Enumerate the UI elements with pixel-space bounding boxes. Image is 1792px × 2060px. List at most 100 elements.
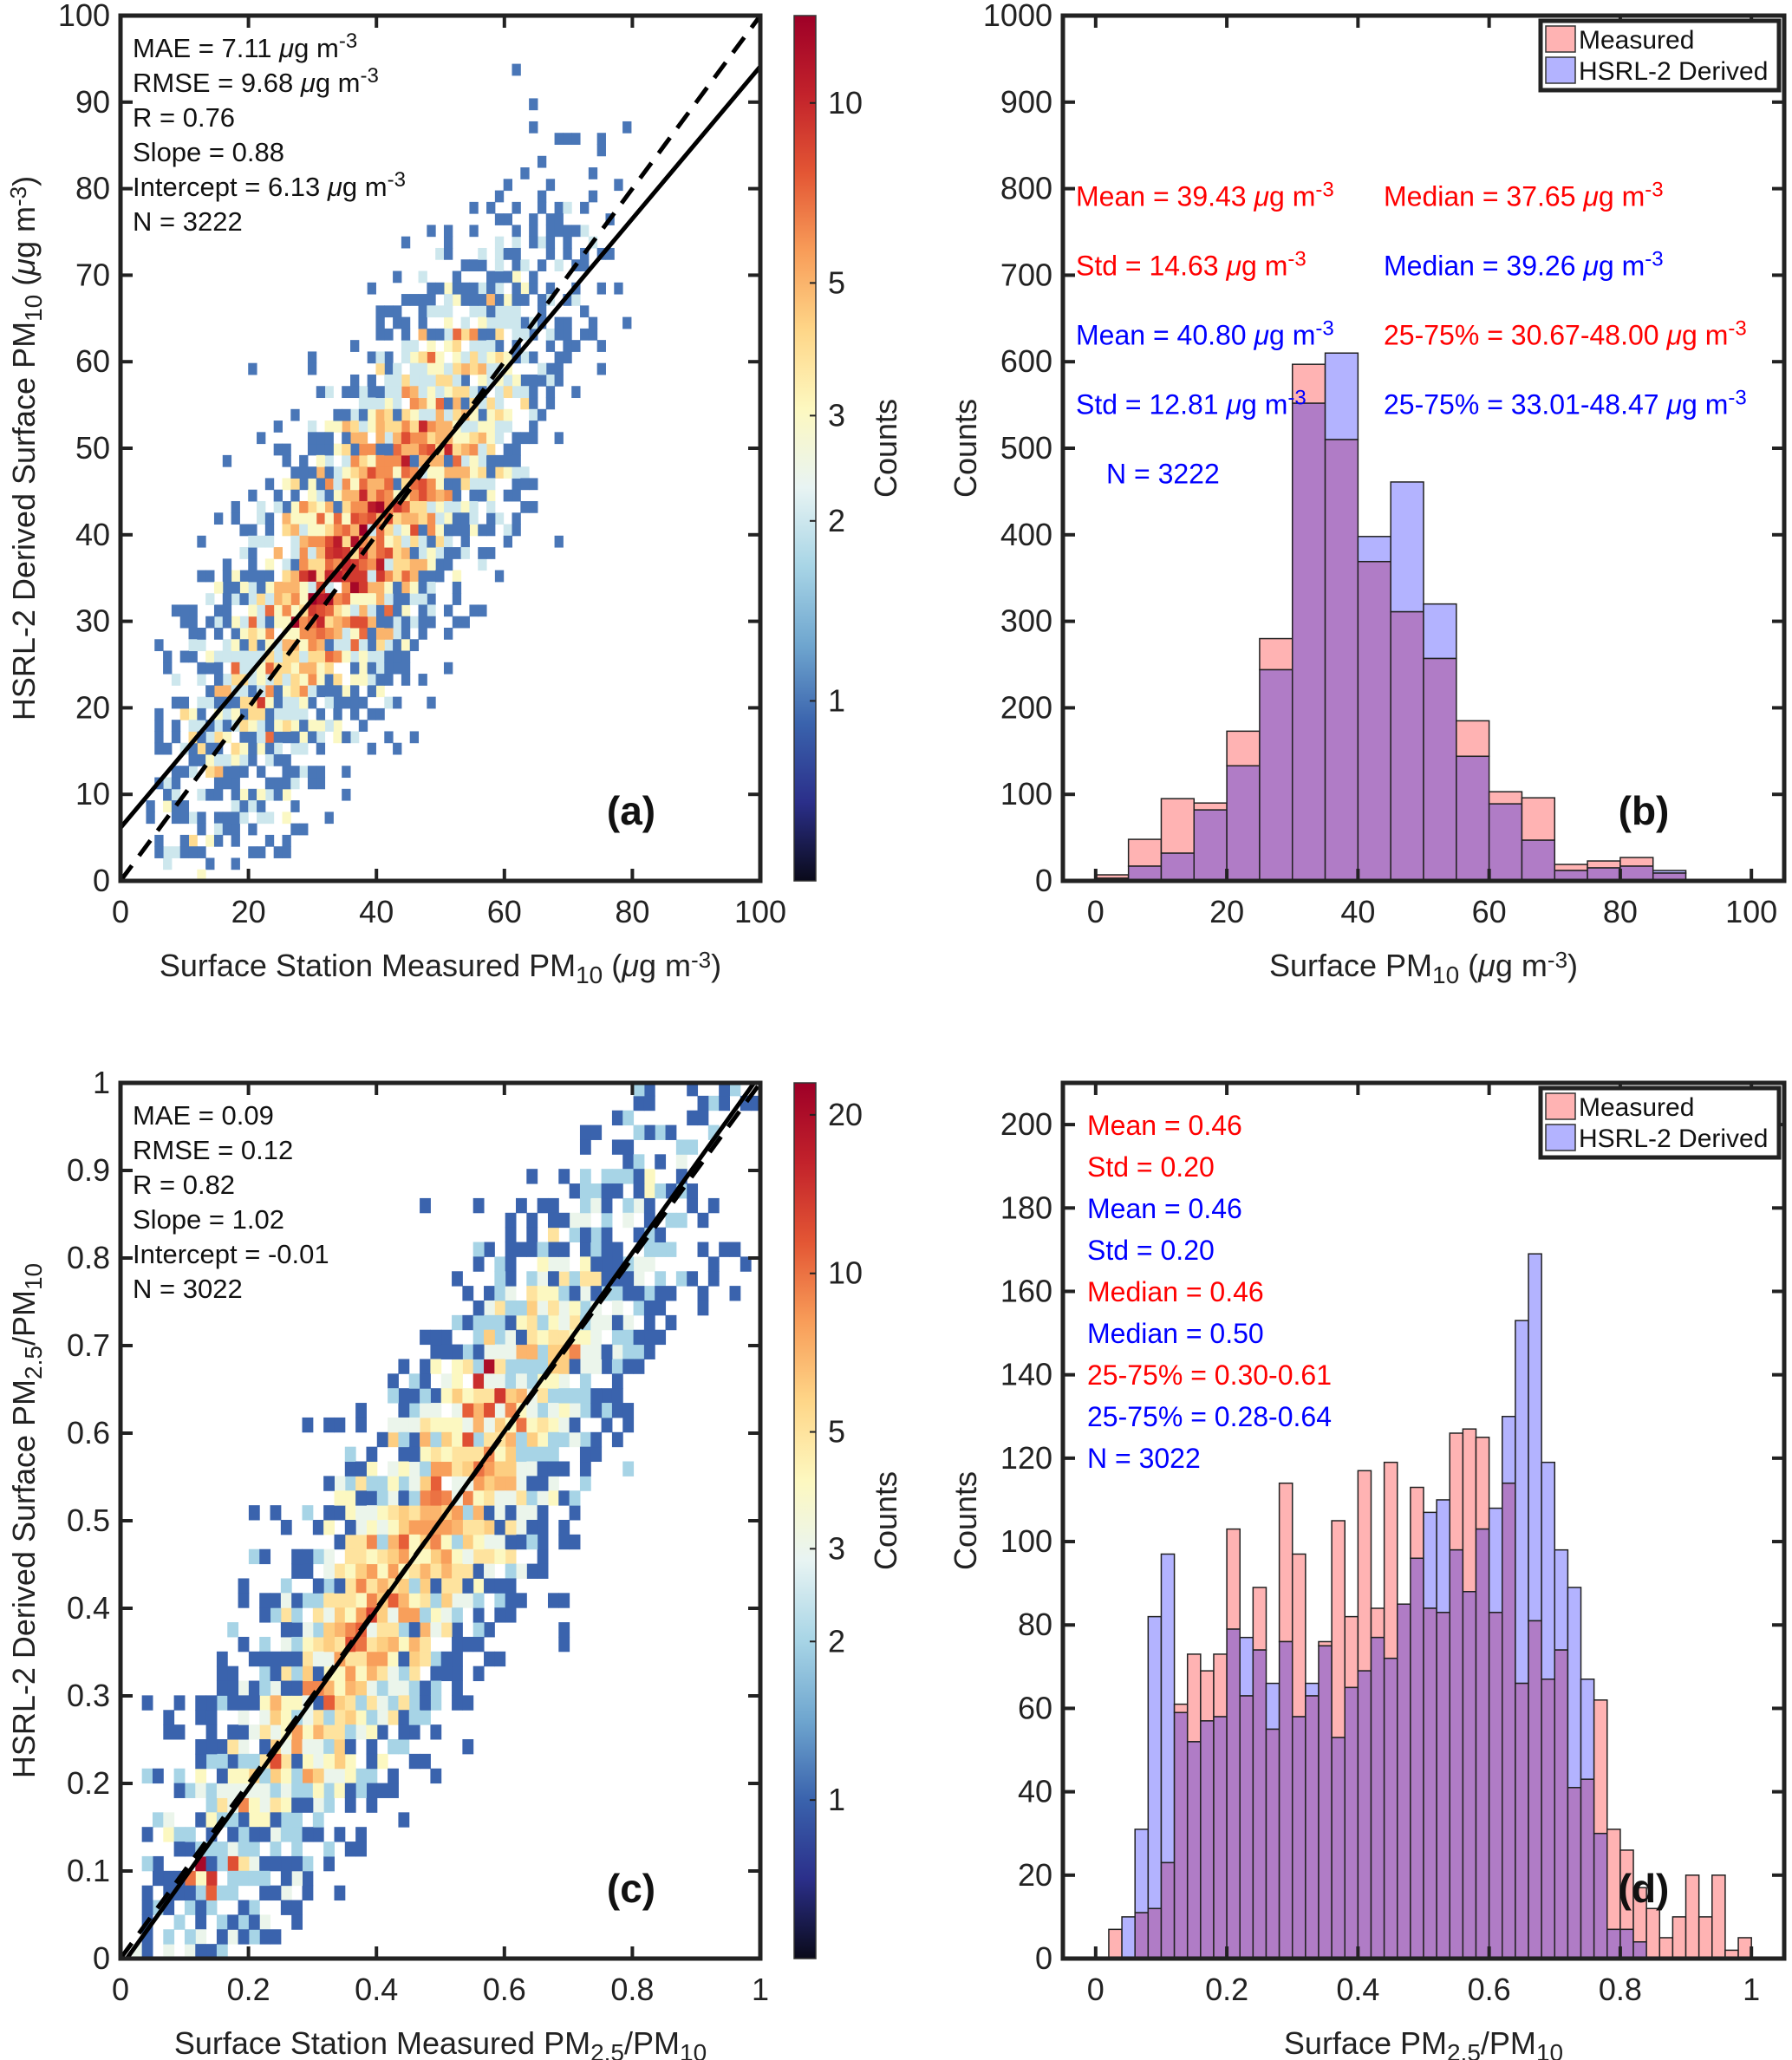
heatmap-cell [290, 581, 300, 594]
heatmap-cell [324, 812, 334, 825]
colorbar-tick-label: 20 [828, 1097, 863, 1132]
heatmap-cell [384, 662, 394, 675]
heatmap-cell [505, 1227, 517, 1243]
heatmap-cell [494, 328, 505, 341]
heatmap-cell [529, 351, 538, 364]
heatmap-cell [443, 420, 453, 433]
heatmap-cell [418, 593, 427, 605]
heatmap-cell [398, 1724, 410, 1740]
heatmap-cell [611, 1344, 623, 1359]
heatmap-cell [316, 512, 326, 525]
heatmap-cell [307, 570, 317, 583]
heatmap-cell [216, 1885, 228, 1901]
heatmap-cell [205, 1724, 218, 1740]
heatmap-cell [376, 1519, 388, 1535]
heatmap-cell [435, 432, 445, 445]
x-tick-label: 20 [1209, 894, 1244, 929]
heatmap-cell [367, 420, 376, 433]
heatmap-cell [312, 1768, 324, 1784]
colorbar-tick-label: 3 [828, 397, 845, 433]
bar-overlap [1213, 1716, 1228, 1959]
heatmap-cell [472, 1359, 485, 1374]
heatmap-cell [472, 1344, 485, 1359]
heatmap-cell [257, 627, 266, 640]
heatmap-cell [384, 674, 394, 686]
heatmap-cell [342, 766, 351, 779]
heatmap-cell [472, 1666, 485, 1682]
heatmap-cell [393, 570, 402, 583]
heatmap-cell [239, 524, 249, 537]
histogram-bars [1095, 352, 1720, 882]
heatmap-cell [282, 753, 291, 766]
heatmap-cell [344, 1622, 356, 1638]
heatmap-cell [350, 386, 360, 399]
heatmap-cell [316, 524, 326, 537]
heatmap-cell [384, 328, 394, 341]
heatmap-cell [141, 1768, 153, 1784]
bar-measured [1521, 797, 1556, 841]
heatmap-cell [537, 408, 547, 421]
heatmap-cell [452, 282, 462, 295]
heatmap-cell [333, 500, 342, 513]
heatmap-cell [282, 524, 291, 537]
heatmap-cell [323, 1842, 335, 1857]
heatmap-cell [418, 351, 427, 364]
heatmap-cell [248, 570, 257, 583]
heatmap-cell [367, 616, 376, 629]
heatmap-cell [195, 1783, 207, 1798]
heatmap-cell [216, 1651, 228, 1667]
y-tick-label: 0.4 [67, 1590, 110, 1626]
heatmap-cell [344, 1738, 356, 1755]
heatmap-cell [388, 1431, 399, 1448]
heatmap-cell [334, 1534, 346, 1550]
heatmap-cell [537, 190, 547, 203]
heatmap-cell [633, 1169, 645, 1184]
heatmap-cell [452, 432, 462, 445]
x-tick-label: 60 [487, 894, 522, 929]
heatmap-cell [430, 1388, 442, 1404]
heatmap-cell [375, 432, 385, 445]
heatmap-cell [579, 1344, 591, 1359]
heatmap-cell [334, 1724, 346, 1740]
heatmap-cell [401, 535, 411, 548]
heatmap-cell [264, 616, 275, 629]
bar-overlap [1436, 1612, 1451, 1959]
heatmap-cell [526, 1403, 538, 1418]
heatmap-cell [366, 1797, 378, 1813]
heatmap-cell [512, 432, 521, 445]
heatmap-cell [452, 1417, 463, 1433]
heatmap-cell [350, 707, 360, 720]
heatmap-cell [398, 1505, 410, 1521]
heatmap-cell [231, 650, 240, 663]
heatmap-cell [350, 478, 360, 491]
heatmap-cell [231, 696, 240, 709]
heatmap-cell [486, 374, 496, 387]
heatmap-cell [430, 1593, 442, 1608]
heatmap-cell [393, 581, 402, 594]
x-tick-label: 80 [615, 894, 649, 929]
legend-box [1538, 1085, 1782, 1160]
heatmap-cell [358, 524, 368, 537]
heatmap-cell [152, 1768, 164, 1784]
heatmap-cell [334, 1738, 346, 1755]
heatmap-cell [443, 294, 453, 306]
heatmap-cell [307, 581, 317, 594]
heatmap-cell [494, 213, 505, 225]
heatmap-cell [452, 524, 462, 537]
heatmap-cell [333, 593, 342, 605]
heatmap-cell [520, 386, 530, 399]
heatmap-cell [205, 1944, 218, 1959]
heatmap-cell [545, 213, 556, 225]
bar-measured [1671, 1916, 1687, 1959]
heatmap-cell [273, 593, 283, 605]
heatmap-cell [334, 1417, 346, 1433]
heatmap-cell [537, 236, 547, 249]
heatmap-cell [384, 305, 394, 318]
heatmap-cell [163, 857, 173, 870]
heatmap-cell [248, 1724, 260, 1740]
heatmap-cell [367, 351, 376, 364]
heatmap-cell [545, 386, 556, 399]
axes-frame [1060, 1080, 1787, 1961]
heatmap-cell [248, 1753, 260, 1770]
